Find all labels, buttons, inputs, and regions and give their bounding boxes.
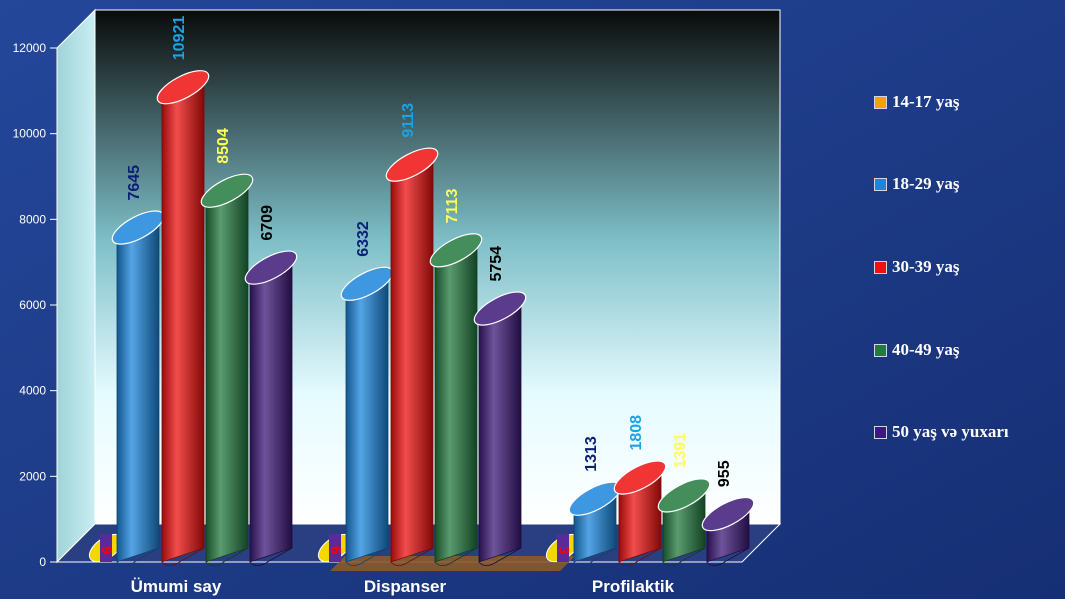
- legend-swatch: [874, 177, 887, 191]
- data-label: 1808: [628, 415, 645, 451]
- bar-0-1: [111, 210, 165, 566]
- bar-1-4: [473, 291, 527, 566]
- floor-base-strip: [330, 556, 575, 571]
- y-tick-label: 4000: [19, 384, 46, 398]
- data-label: 7113: [444, 189, 461, 224]
- data-label: 6332: [355, 221, 372, 257]
- bar-2-1: [568, 481, 622, 566]
- bar-0-2: [156, 70, 210, 566]
- bar-2-0: [545, 533, 581, 563]
- data-label: 1313: [583, 436, 600, 472]
- legend-label: 18-29 yaş: [892, 174, 960, 193]
- data-label: 3: [555, 546, 572, 554]
- y-tick-label: 0: [39, 555, 46, 569]
- data-label: 6: [327, 546, 344, 554]
- bar-1-0: [317, 533, 353, 563]
- legend-swatch: [874, 343, 887, 357]
- bar-1-2: [385, 147, 439, 566]
- data-label: 5754: [488, 246, 505, 282]
- category-label: Ümumi say: [131, 577, 222, 596]
- legend-swatch: [874, 95, 887, 109]
- legend-swatch: [874, 260, 887, 274]
- data-label: 1391: [672, 433, 689, 469]
- legend-label: 50 yaş və yuxarı: [892, 422, 1009, 441]
- legend-item: 18-29 yaş: [874, 174, 960, 194]
- bar-2-2: [613, 460, 667, 566]
- data-label: 955: [716, 460, 733, 487]
- legend-label: 30-39 yaş: [892, 257, 960, 276]
- bar-0-0: [88, 533, 124, 563]
- legend-label: 40-49 yaş: [892, 340, 960, 359]
- legend-item: 30-39 yaş: [874, 257, 960, 277]
- data-label: 6709: [259, 205, 276, 241]
- data-label: 8504: [215, 128, 232, 164]
- chart-side-wall: [56, 8, 96, 564]
- bar-2-3: [657, 478, 711, 566]
- y-tick-label: 6000: [19, 298, 46, 312]
- y-tick-label: 10000: [13, 127, 47, 141]
- legend-item: 14-17 yaş: [874, 92, 960, 112]
- category-label: Profilaktik: [592, 577, 675, 596]
- data-label: 10921: [171, 16, 188, 61]
- y-tick-label: 2000: [19, 469, 46, 483]
- bar-0-4: [244, 250, 298, 566]
- y-tick-label: 8000: [19, 212, 46, 226]
- legend-item: 40-49 yaş: [874, 340, 960, 360]
- bar-1-1: [340, 266, 394, 566]
- legend-item: 50 yaş və yuxarı: [874, 422, 1009, 442]
- bar-1-3: [429, 233, 483, 566]
- data-label: 9: [98, 546, 115, 554]
- category-label: Dispanser: [364, 577, 447, 596]
- data-label: 7645: [126, 165, 143, 201]
- bar-0-3: [200, 173, 254, 566]
- y-tick-label: 12000: [13, 41, 47, 55]
- legend-label: 14-17 yaş: [892, 92, 960, 111]
- legend-swatch: [874, 425, 887, 439]
- data-label: 9113: [400, 103, 417, 138]
- bar-2-4: [701, 496, 755, 566]
